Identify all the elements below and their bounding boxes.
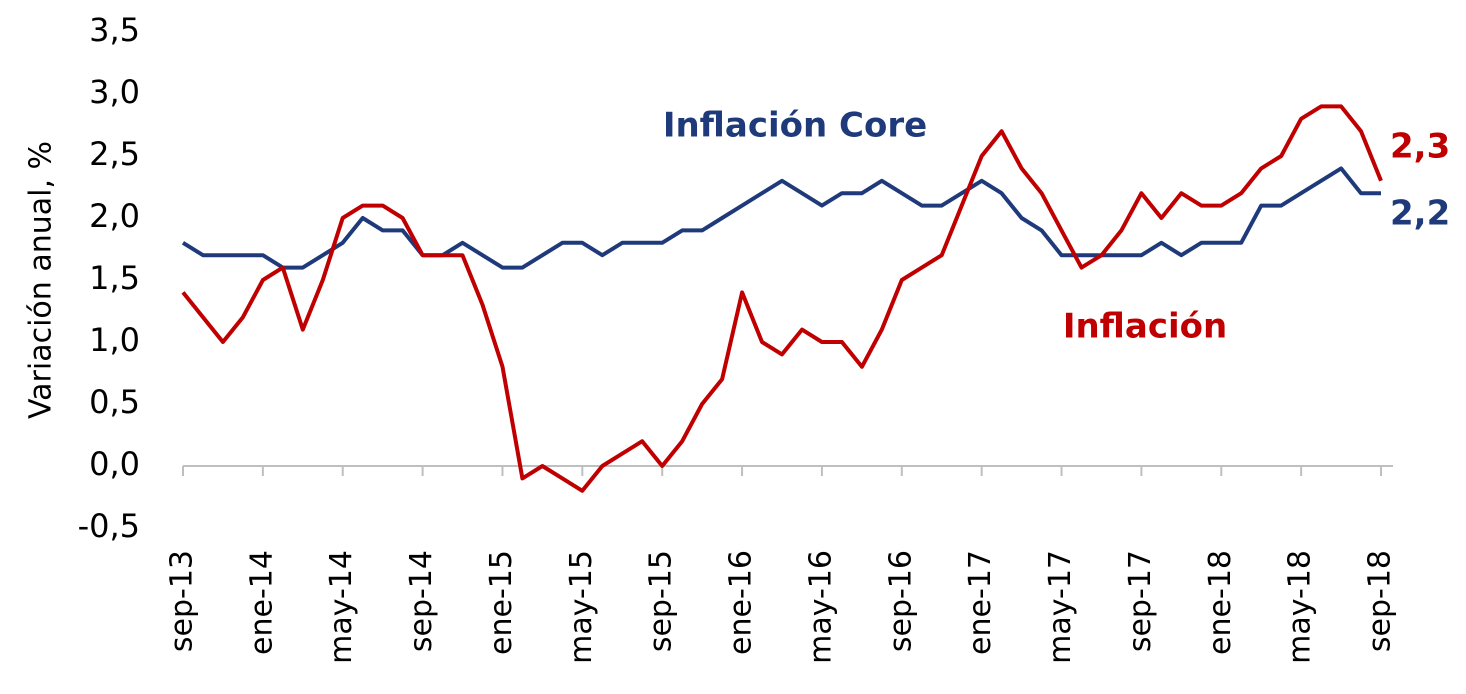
y-tick-label: 2,5 [89,135,140,173]
x-tick-label: ene-18 [1203,550,1238,655]
x-tick-label: sep-18 [1363,550,1398,652]
y-tick-label: 1,0 [89,321,140,359]
y-tick-label: 1,5 [89,259,140,297]
x-tick-label: ene-15 [484,550,519,655]
x-tick-label: may-15 [564,550,599,664]
x-tick-label: ene-14 [244,550,279,655]
x-tick-label: sep-15 [644,550,679,652]
end-label: 2,3 [1390,127,1450,167]
line-series [181,166,1381,270]
y-tick-label: 2,0 [89,197,140,235]
y-tick-label: 0,5 [89,383,140,421]
end-label: 2,2 [1390,194,1450,234]
series-label: Inflación Core [663,106,927,146]
x-tick-label: may-18 [1283,550,1318,664]
line-series [181,104,1383,493]
x-tick-label: may-14 [324,550,359,664]
y-tick-label: 3,5 [89,11,140,49]
x-tick-label: sep-13 [165,550,200,652]
x-tick-label: ene-17 [963,550,998,655]
x-tick-label: sep-17 [1123,550,1158,652]
x-tick-label: may-17 [1043,550,1078,664]
y-axis-label: Variación anual, % [24,141,59,419]
y-tick-label: 0,0 [89,445,140,483]
y-tick-label: 3,0 [89,73,140,111]
x-tick-label: ene-16 [724,550,759,655]
x-tick-label: sep-16 [883,550,918,652]
x-tick-label: may-16 [803,550,838,664]
y-tick-label: -0,5 [78,507,140,545]
series-label: Inflación [1063,307,1227,347]
x-tick-label: sep-14 [404,550,439,652]
